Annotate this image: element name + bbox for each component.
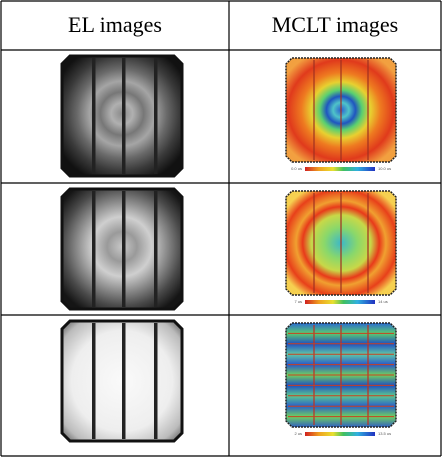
busbar (92, 58, 96, 174)
busbar (154, 323, 158, 439)
color-bar (305, 432, 375, 436)
scale-label: 2 us (294, 431, 302, 436)
scale-label: 14 us (378, 299, 388, 304)
scale-label: 10.0 us (378, 166, 391, 171)
scale-label: 0.0 us (291, 166, 302, 171)
color-bar (305, 300, 375, 304)
header-cell: MCLT images (272, 12, 399, 37)
busbar (154, 58, 158, 174)
color-bar (305, 167, 375, 171)
header-cell: EL images (68, 12, 162, 37)
busbar (122, 191, 126, 307)
table: EL images MCLT images 0.0 us 10.0 us 7 us 1… (0, 0, 444, 459)
scale-label: 13.5 us (378, 431, 391, 436)
busbar (92, 323, 96, 439)
busbar (122, 323, 126, 439)
busbar (154, 191, 158, 307)
scale-label: 7 us (294, 299, 302, 304)
busbar (122, 58, 126, 174)
busbar (92, 191, 96, 307)
